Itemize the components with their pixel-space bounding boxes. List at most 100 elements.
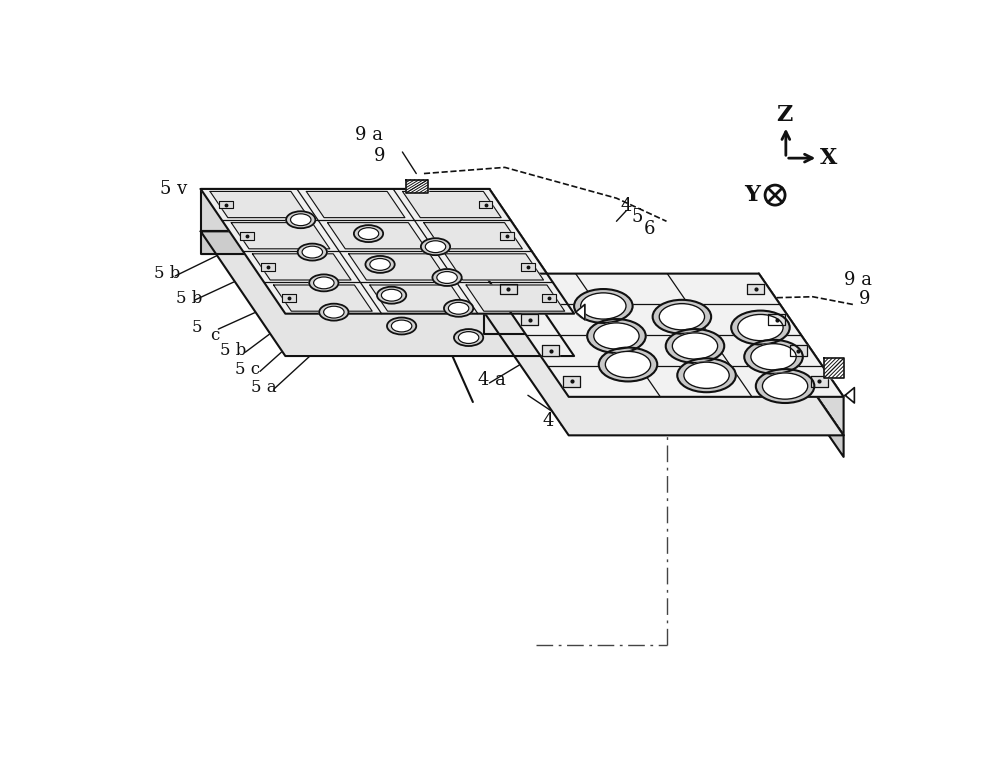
Text: Z: Z [776,104,792,126]
Ellipse shape [291,214,311,226]
Polygon shape [201,189,574,314]
Ellipse shape [762,373,808,399]
Polygon shape [349,254,447,280]
Text: 4 b: 4 b [597,388,626,406]
Text: 5: 5 [632,208,643,227]
Polygon shape [201,189,489,231]
Ellipse shape [286,211,315,228]
Ellipse shape [432,269,462,286]
Text: 5 b: 5 b [176,290,202,306]
Ellipse shape [448,303,469,314]
Ellipse shape [587,319,646,353]
Text: 5 v: 5 v [160,180,187,198]
Text: 9 a: 9 a [844,271,872,289]
Polygon shape [201,231,574,356]
Ellipse shape [751,344,796,370]
Polygon shape [201,231,489,254]
Polygon shape [484,312,759,334]
Ellipse shape [605,352,651,378]
Ellipse shape [666,329,724,363]
Polygon shape [424,223,522,249]
Polygon shape [479,201,492,208]
Ellipse shape [672,333,718,359]
Polygon shape [219,201,233,208]
Polygon shape [231,223,330,249]
Polygon shape [811,376,828,387]
Polygon shape [406,180,428,193]
Polygon shape [252,254,351,280]
Polygon shape [747,283,764,294]
Polygon shape [210,192,309,218]
Ellipse shape [387,318,416,335]
Polygon shape [489,231,574,379]
Ellipse shape [358,228,379,240]
Ellipse shape [684,362,729,388]
Ellipse shape [391,320,412,332]
Ellipse shape [454,329,483,346]
Text: 5 a: 5 a [251,379,276,396]
Polygon shape [274,285,372,311]
Ellipse shape [599,348,657,381]
Polygon shape [370,285,468,311]
Ellipse shape [653,300,711,334]
Ellipse shape [744,340,803,374]
Text: 9: 9 [859,290,870,308]
Polygon shape [759,273,844,435]
Text: 5 b: 5 b [154,265,181,282]
Ellipse shape [298,244,327,260]
Text: c: c [210,327,219,344]
Polygon shape [484,273,759,312]
Ellipse shape [319,303,348,321]
Polygon shape [500,283,517,294]
Ellipse shape [425,241,446,253]
Ellipse shape [309,274,338,291]
Text: 6: 6 [643,220,655,238]
Polygon shape [542,294,556,302]
Text: 4 a: 4 a [478,371,506,389]
Polygon shape [403,192,501,218]
Ellipse shape [437,272,457,283]
Text: 5: 5 [191,319,202,336]
Polygon shape [484,312,844,435]
Polygon shape [306,192,405,218]
Polygon shape [261,263,275,270]
Ellipse shape [302,246,323,258]
Ellipse shape [381,290,402,301]
Polygon shape [542,345,559,356]
Text: 5 c: 5 c [235,362,260,378]
Ellipse shape [324,306,344,318]
Ellipse shape [365,256,395,273]
Polygon shape [576,304,585,320]
Text: X: X [820,147,838,169]
Polygon shape [466,285,565,311]
Ellipse shape [756,369,814,403]
Polygon shape [327,223,426,249]
Text: 9: 9 [374,147,385,165]
Text: 5 b: 5 b [220,342,246,359]
Text: 4 b: 4 b [543,412,572,430]
Polygon shape [563,376,580,387]
Polygon shape [282,294,296,302]
Ellipse shape [677,358,736,392]
Ellipse shape [458,332,479,343]
Ellipse shape [370,258,390,270]
Ellipse shape [738,314,783,341]
Ellipse shape [314,277,334,289]
Text: 9 a: 9 a [355,126,383,144]
Ellipse shape [354,225,383,242]
Polygon shape [759,312,844,457]
Polygon shape [240,232,254,240]
Ellipse shape [659,303,705,330]
Text: 4: 4 [620,197,632,215]
Ellipse shape [731,310,790,345]
Text: 5 v: 5 v [434,326,461,344]
Polygon shape [500,232,514,240]
Polygon shape [790,345,807,356]
Ellipse shape [444,300,473,317]
Ellipse shape [377,286,406,303]
Ellipse shape [581,293,626,319]
Polygon shape [824,358,844,378]
Polygon shape [521,263,535,270]
Text: Y: Y [744,184,760,206]
Polygon shape [768,315,785,326]
